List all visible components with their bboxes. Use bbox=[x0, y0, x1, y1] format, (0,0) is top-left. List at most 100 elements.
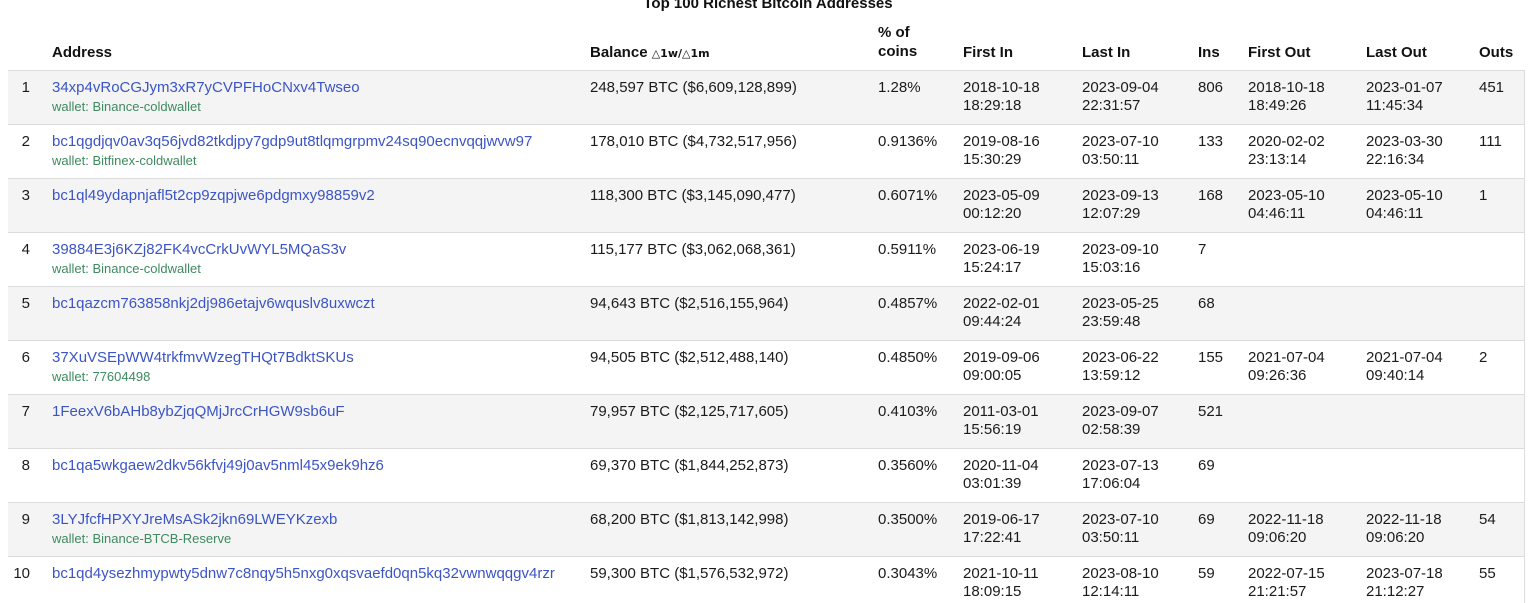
rank-cell: 6 bbox=[21, 348, 30, 366]
last-in-time: 23:59:48 bbox=[1082, 312, 1141, 330]
address-cell: 3LYJfcfHPXYJreMsASk2jkn69LWEYKzexb walle… bbox=[52, 502, 590, 556]
table-row: 10 bc1qd4ysezhmypwty5dnw7c8nqy5h5nxg0xqs… bbox=[8, 556, 1525, 603]
first-in-date: 2011-03-01 bbox=[963, 402, 1039, 420]
first-in-date: 2023-05-09 bbox=[963, 186, 1040, 204]
first-in-cell: 2018-10-18 18:29:18 bbox=[963, 70, 1082, 124]
last-out-date: 2023-05-10 bbox=[1366, 186, 1443, 204]
first-in-time: 00:12:20 bbox=[963, 204, 1022, 222]
address-link[interactable]: bc1ql49ydapnjafl5t2cp9zqpjwe6pdgmxy98859… bbox=[52, 186, 375, 204]
ins-cell: 7 bbox=[1198, 240, 1207, 258]
rank-cell: 7 bbox=[21, 402, 30, 420]
first-out-cell bbox=[1248, 232, 1366, 286]
last-out-cell: 2023-03-30 22:16:34 bbox=[1366, 124, 1479, 178]
rank-cell: 10 bbox=[13, 564, 30, 582]
address-link[interactable]: 37XuVSEpWW4trkfmvWzegTHQt7BdktSKUs bbox=[52, 348, 354, 366]
first-in-time: 15:30:29 bbox=[963, 150, 1022, 168]
table-row: 2 bc1qgdjqv0av3q56jvd82tkdjpy7gdp9ut8tlq… bbox=[8, 124, 1525, 178]
last-in-time: 15:03:16 bbox=[1082, 258, 1141, 276]
first-in-cell: 2023-05-09 00:12:20 bbox=[963, 178, 1082, 232]
table-row: 4 39884E3j6KZj82FK4vcCrkUvWYL5MQaS3v wal… bbox=[8, 232, 1525, 286]
last-out-time: 11:45:34 bbox=[1366, 96, 1424, 114]
pct-of-coins-cell: 0.4850% bbox=[878, 348, 938, 366]
last-in-date: 2023-09-07 bbox=[1082, 402, 1159, 420]
balance-cell: 178,010 BTC ($4,732,517,956) bbox=[590, 132, 797, 150]
header-outs: Outs bbox=[1479, 43, 1514, 61]
first-in-time: 09:00:05 bbox=[963, 366, 1022, 384]
header-pct-label: % of coins bbox=[878, 23, 918, 60]
first-in-date: 2019-09-06 bbox=[963, 348, 1040, 366]
first-out-time: 09:26:36 bbox=[1248, 366, 1307, 384]
pct-of-coins-cell: 0.3560% bbox=[878, 456, 938, 474]
pct-of-coins-cell: 0.6071% bbox=[878, 186, 938, 204]
header-last-out: Last Out bbox=[1366, 43, 1427, 61]
address-link[interactable]: bc1qgdjqv0av3q56jvd82tkdjpy7gdp9ut8tlqmg… bbox=[52, 132, 533, 150]
last-out-time: 09:06:20 bbox=[1366, 528, 1425, 546]
table-header-row: Address Balance △1w/△1m % of coins First… bbox=[8, 12, 1525, 70]
balance-cell: 79,957 BTC ($2,125,717,605) bbox=[590, 402, 789, 420]
last-in-cell: 2023-07-10 03:50:11 bbox=[1082, 124, 1198, 178]
table-row: 1 34xp4vRoCGJym3xR7yCVPFHoCNxv4Twseo wal… bbox=[8, 70, 1525, 124]
first-out-cell bbox=[1248, 394, 1366, 448]
balance-cell: 248,597 BTC ($6,609,128,899) bbox=[590, 78, 797, 96]
header-pct-of-coins: % of coins bbox=[878, 12, 963, 70]
ins-cell: 69 bbox=[1198, 510, 1215, 528]
last-out-date: 2022-11-18 bbox=[1366, 510, 1442, 528]
first-in-date: 2022-02-01 bbox=[963, 294, 1040, 312]
last-in-cell: 2023-07-10 03:50:11 bbox=[1082, 502, 1198, 556]
address-cell: bc1qa5wkgaew2dkv56kfvj49j0av5nml45x9ek9h… bbox=[52, 448, 590, 502]
first-out-time: 18:49:26 bbox=[1248, 96, 1307, 114]
address-link[interactable]: bc1qa5wkgaew2dkv56kfvj49j0av5nml45x9ek9h… bbox=[52, 456, 384, 474]
address-cell: bc1qd4ysezhmypwty5dnw7c8nqy5h5nxg0xqsvae… bbox=[52, 556, 590, 603]
first-in-time: 17:22:41 bbox=[963, 528, 1022, 546]
first-in-date: 2019-08-16 bbox=[963, 132, 1040, 150]
address-link[interactable]: bc1qd4ysezhmypwty5dnw7c8nqy5h5nxg0xqsvae… bbox=[52, 564, 555, 582]
last-out-cell: 2023-07-18 21:12:27 bbox=[1366, 556, 1479, 603]
balance-cell: 115,177 BTC ($3,062,068,361) bbox=[590, 240, 796, 258]
address-link[interactable]: bc1qazcm763858nkj2dj986etajv6wquslv8uxwc… bbox=[52, 294, 375, 312]
outs-cell: 1 bbox=[1479, 186, 1488, 204]
first-out-cell: 2021-07-04 09:26:36 bbox=[1248, 340, 1366, 394]
first-out-time: 21:21:57 bbox=[1248, 582, 1307, 600]
wallet-label: wallet: Binance-coldwallet bbox=[52, 98, 201, 114]
last-in-date: 2023-07-10 bbox=[1082, 510, 1159, 528]
rank-cell: 1 bbox=[21, 78, 30, 96]
balance-cell: 118,300 BTC ($3,145,090,477) bbox=[590, 186, 796, 204]
address-cell: 39884E3j6KZj82FK4vcCrkUvWYL5MQaS3v walle… bbox=[52, 232, 590, 286]
last-out-cell bbox=[1366, 394, 1479, 448]
balance-cell: 94,505 BTC ($2,512,488,140) bbox=[590, 348, 789, 366]
last-in-cell: 2023-07-13 17:06:04 bbox=[1082, 448, 1198, 502]
last-out-date: 2021-07-04 bbox=[1366, 348, 1443, 366]
first-out-cell: 2018-10-18 18:49:26 bbox=[1248, 70, 1366, 124]
outs-cell bbox=[1479, 286, 1525, 340]
rank-cell: 2 bbox=[21, 132, 30, 150]
table-row: 3 bc1ql49ydapnjafl5t2cp9zqpjwe6pdgmxy988… bbox=[8, 178, 1525, 232]
last-out-time: 21:12:27 bbox=[1366, 582, 1425, 600]
wallet-label: wallet: Binance-coldwallet bbox=[52, 260, 201, 276]
header-address-label: Address bbox=[52, 43, 113, 61]
last-in-time: 03:50:11 bbox=[1082, 150, 1140, 168]
page-title: Top 100 Richest Bitcoin Addresses bbox=[643, 0, 893, 12]
address-link[interactable]: 1FeexV6bAHb8ybZjqQMjJrcCrHGW9sb6uF bbox=[52, 402, 345, 420]
table-row: 5 bc1qazcm763858nkj2dj986etajv6wquslv8ux… bbox=[8, 286, 1525, 340]
outs-cell: 55 bbox=[1479, 564, 1496, 582]
address-link[interactable]: 34xp4vRoCGJym3xR7yCVPFHoCNxv4Twseo bbox=[52, 78, 360, 96]
last-in-date: 2023-09-13 bbox=[1082, 186, 1159, 204]
outs-cell bbox=[1479, 394, 1525, 448]
address-link[interactable]: 39884E3j6KZj82FK4vcCrkUvWYL5MQaS3v bbox=[52, 240, 347, 258]
last-in-date: 2023-08-10 bbox=[1082, 564, 1159, 582]
first-in-time: 03:01:39 bbox=[963, 474, 1022, 492]
ins-cell: 69 bbox=[1198, 456, 1215, 474]
outs-cell: 451 bbox=[1479, 78, 1505, 96]
last-in-time: 02:58:39 bbox=[1082, 420, 1141, 438]
address-cell: 37XuVSEpWW4trkfmvWzegTHQt7BdktSKUs walle… bbox=[52, 340, 590, 394]
last-in-date: 2023-05-25 bbox=[1082, 294, 1159, 312]
last-in-cell: 2023-09-04 22:31:57 bbox=[1082, 70, 1198, 124]
ins-cell: 806 bbox=[1198, 78, 1224, 96]
first-in-time: 18:09:15 bbox=[963, 582, 1022, 600]
last-in-time: 12:14:11 bbox=[1082, 582, 1140, 600]
header-balance: Balance △1w/△1m bbox=[590, 12, 878, 70]
address-link[interactable]: 3LYJfcfHPXYJreMsASk2jkn69LWEYKzexb bbox=[52, 510, 338, 528]
outs-cell: 111 bbox=[1479, 132, 1502, 150]
last-out-cell bbox=[1366, 448, 1479, 502]
last-out-time: 22:16:34 bbox=[1366, 150, 1425, 168]
